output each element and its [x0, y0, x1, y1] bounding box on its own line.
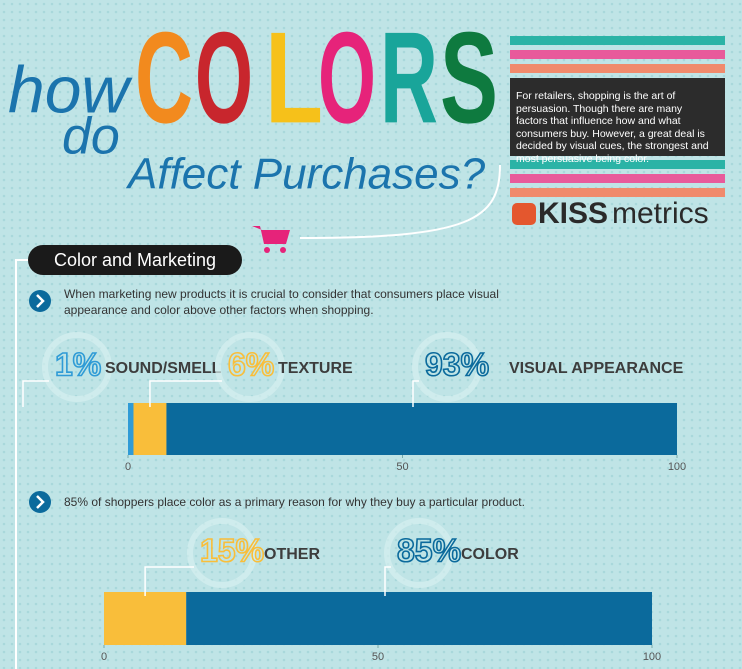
value-label: 6% — [228, 346, 274, 382]
bullet — [29, 491, 51, 513]
value-label: 1% — [55, 346, 101, 382]
bullet-arrow — [36, 294, 45, 308]
series-name: TEXTURE — [278, 360, 353, 377]
title-do: do — [62, 108, 120, 166]
connector — [299, 164, 501, 239]
bar-segment — [104, 592, 187, 645]
callout: 6% TEXTURE — [149, 332, 353, 407]
stripes — [510, 36, 725, 197]
title-letter: C — [135, 4, 193, 150]
bar-segment — [186, 592, 652, 645]
series-name: SOUND/SMELL — [105, 360, 222, 377]
section-title: Color and Marketing — [54, 250, 216, 270]
callout-ring — [187, 518, 257, 588]
point-text: When marketing new products it is crucia… — [64, 287, 499, 317]
title-how: how — [8, 52, 133, 126]
title-letter: S — [440, 4, 498, 150]
intro-text: For retailers, shopping is the art of pe… — [516, 90, 709, 165]
title-letter: L — [265, 4, 323, 150]
leader-line — [22, 380, 49, 407]
title-letters: C O LO R S — [135, 4, 498, 150]
x-tick-label: 0 — [125, 461, 131, 473]
x-tick-label: 0 — [101, 651, 107, 663]
title-letter: O — [318, 4, 376, 150]
brand-kiss: KISS — [538, 197, 608, 230]
title-letter: R — [380, 4, 438, 150]
leader-line — [412, 380, 419, 407]
subtitle: Affect Purchases? — [125, 150, 486, 199]
point-text: 85% of shoppers place color as a primary… — [64, 495, 525, 509]
callout-ring — [42, 332, 112, 402]
callout: 93% VISUAL APPEARANCE — [412, 332, 684, 407]
leader-line — [149, 380, 222, 407]
callout-ring — [215, 332, 285, 402]
callout-ring — [384, 518, 454, 588]
title-letter: O — [195, 4, 253, 150]
bar-segment — [128, 403, 134, 455]
series-name: OTHER — [264, 546, 320, 563]
leader-line — [144, 566, 194, 596]
section-pill — [28, 245, 242, 275]
value-label: 85% — [397, 532, 461, 568]
x-tick-label: 50 — [396, 461, 408, 473]
callout: 1% SOUND/SMELL — [22, 332, 222, 407]
bar-segment — [133, 403, 167, 455]
callout: 15% OTHER — [144, 518, 320, 596]
cart-icon — [252, 226, 290, 253]
series-name: COLOR — [461, 546, 519, 563]
brand-metrics: metrics — [612, 197, 709, 230]
callout-ring — [412, 332, 482, 402]
bullet — [29, 290, 51, 312]
leader-line — [384, 566, 391, 596]
brand: KISS metrics — [512, 197, 709, 230]
x-tick-label: 50 — [372, 651, 384, 663]
x-tick-label: 100 — [643, 651, 661, 663]
series-name: VISUAL APPEARANCE — [509, 360, 684, 377]
callout: 85% COLOR — [384, 518, 519, 596]
bullet-arrow — [36, 495, 45, 509]
x-tick-label: 100 — [668, 461, 686, 473]
bar-segment — [166, 403, 677, 455]
value-label: 15% — [200, 532, 264, 568]
connector — [15, 259, 30, 669]
value-label: 93% — [425, 346, 489, 382]
